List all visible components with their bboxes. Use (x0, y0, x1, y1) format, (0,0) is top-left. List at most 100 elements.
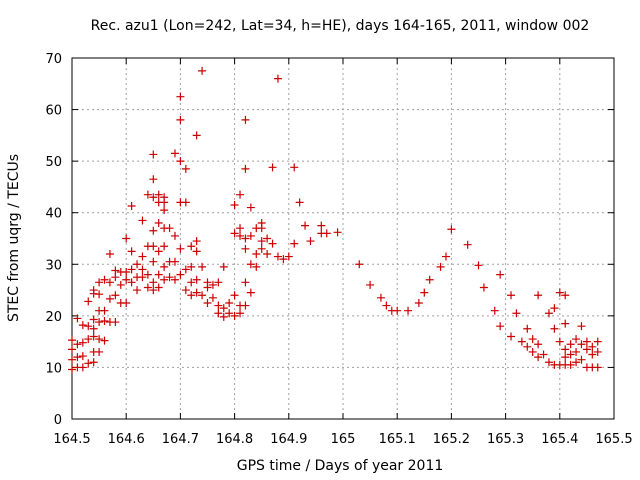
data-point (230, 311, 239, 320)
data-point (593, 363, 602, 372)
data-point (588, 350, 597, 359)
data-point (73, 314, 82, 323)
data-point (111, 318, 120, 327)
data-point (149, 278, 158, 287)
data-point (301, 221, 310, 230)
axis-ticks (71, 57, 615, 420)
x-tick-label: 165.3 (487, 432, 524, 447)
data-point (187, 262, 196, 271)
x-tick-label: 165.2 (433, 432, 470, 447)
data-point (463, 240, 472, 249)
data-point (257, 237, 266, 246)
data-point (138, 265, 147, 274)
data-point (555, 337, 564, 346)
data-point (279, 255, 288, 264)
data-point (78, 352, 87, 361)
data-point (84, 297, 93, 306)
data-point (192, 275, 201, 284)
data-point (241, 244, 250, 253)
data-point (544, 358, 553, 367)
data-point (143, 283, 152, 292)
data-point (376, 293, 385, 302)
data-point (181, 286, 190, 295)
data-point (273, 74, 282, 83)
data-point (78, 363, 87, 372)
data-point (73, 353, 82, 362)
data-point (176, 115, 185, 124)
data-point (176, 92, 185, 101)
data-point (122, 268, 131, 277)
data-point (165, 224, 174, 233)
data-point (507, 332, 516, 341)
data-point (208, 280, 217, 289)
data-point (317, 221, 326, 230)
data-point (322, 229, 331, 238)
data-point (512, 309, 521, 318)
data-point (246, 203, 255, 212)
data-point (290, 163, 299, 172)
data-point (105, 249, 114, 258)
data-point (198, 291, 207, 300)
data-point (138, 252, 147, 261)
data-point (100, 275, 109, 284)
data-point (257, 244, 266, 253)
data-point (149, 193, 158, 202)
data-point (138, 216, 147, 225)
data-point (523, 324, 532, 333)
data-point (105, 294, 114, 303)
data-point (566, 350, 575, 359)
data-point (203, 278, 212, 287)
data-point (68, 355, 76, 364)
data-point (230, 229, 239, 238)
data-point (198, 262, 207, 271)
data-point (181, 164, 190, 173)
data-point (176, 157, 185, 166)
data-point (127, 202, 136, 211)
data-point (127, 278, 136, 287)
data-point (149, 226, 158, 235)
data-point (241, 115, 250, 124)
data-point (192, 288, 201, 297)
data-point (187, 242, 196, 251)
data-point (593, 347, 602, 356)
data-point (176, 270, 185, 279)
data-point (566, 360, 575, 369)
data-point (534, 291, 543, 300)
data-point (474, 261, 483, 270)
data-point (203, 298, 212, 307)
data-point (149, 150, 158, 159)
x-tick-labels: 164.5 164.6 164.7 164.8 164.9 165 165.1 165.2 16… (53, 432, 632, 447)
data-point (404, 306, 413, 315)
data-point (393, 306, 402, 315)
data-point (95, 347, 104, 356)
data-point (149, 175, 158, 184)
data-point (566, 340, 575, 349)
data-point (84, 335, 93, 344)
data-point (333, 228, 342, 237)
data-point (122, 234, 131, 243)
data-point (84, 322, 93, 331)
data-point (582, 345, 591, 354)
data-point (263, 234, 272, 243)
data-point (230, 200, 239, 209)
data-point (127, 265, 136, 274)
data-point (246, 231, 255, 240)
data-point (89, 324, 98, 333)
data-point (252, 262, 261, 271)
data-point (122, 298, 131, 307)
data-point (181, 198, 190, 207)
data-point (192, 131, 201, 140)
data-point (105, 278, 114, 287)
y-tick-label: 10 (45, 361, 62, 376)
data-point (89, 358, 98, 367)
data-point (561, 319, 570, 328)
data-point (160, 242, 169, 251)
data-point (68, 336, 76, 345)
data-point (561, 353, 570, 362)
data-point (95, 335, 104, 344)
data-point (133, 260, 142, 269)
data-point (95, 278, 104, 287)
data-point (160, 193, 169, 202)
data-point (441, 252, 450, 261)
data-point (252, 249, 261, 258)
